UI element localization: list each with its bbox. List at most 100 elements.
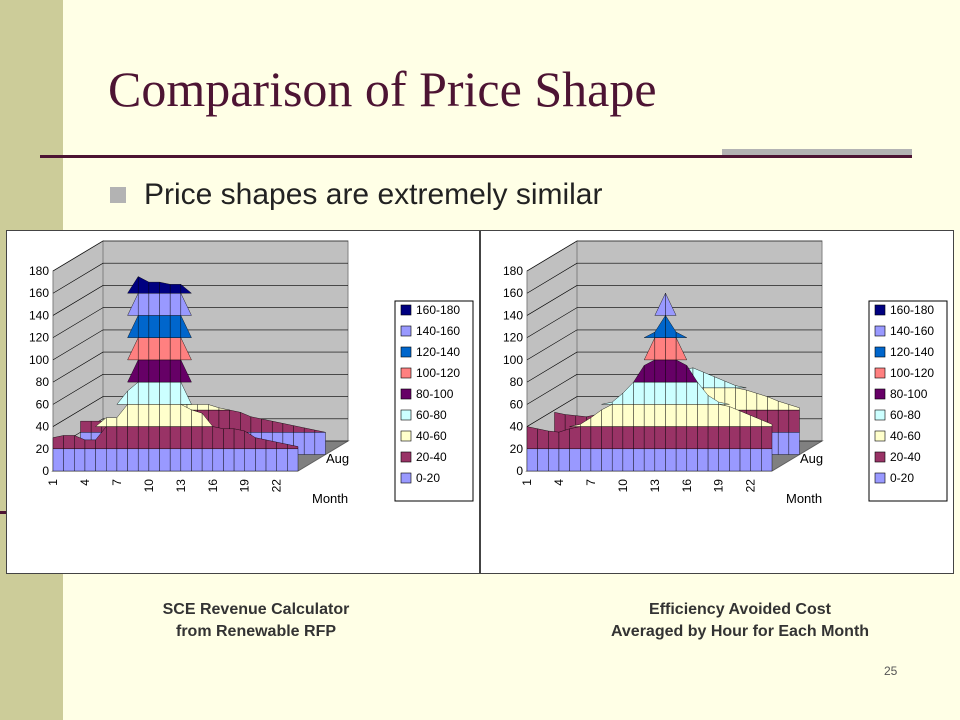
gridline bbox=[526, 329, 822, 361]
y-tick-label: 40 bbox=[510, 420, 524, 434]
legend-swatch bbox=[874, 346, 886, 358]
surface-cell bbox=[675, 331, 687, 338]
y-tick-label: 20 bbox=[510, 442, 524, 456]
surface-cell bbox=[526, 426, 538, 449]
surface-cell bbox=[116, 448, 128, 472]
legend-swatch bbox=[400, 472, 412, 484]
surface-cell bbox=[665, 448, 677, 472]
legend-swatch bbox=[874, 472, 886, 484]
surface-cell bbox=[148, 381, 160, 405]
x-tick-label: 7 bbox=[110, 479, 124, 486]
surface-cell bbox=[788, 404, 800, 411]
gridline bbox=[52, 240, 348, 272]
x-tick-label: 4 bbox=[78, 479, 92, 486]
legend-label: 40-60 bbox=[416, 429, 447, 443]
surface-cell bbox=[169, 426, 182, 449]
surface-cell bbox=[180, 283, 193, 294]
surface-cell bbox=[138, 337, 150, 361]
legend-swatch bbox=[400, 346, 412, 358]
surface-cell bbox=[180, 382, 192, 405]
surface-cell bbox=[777, 409, 790, 433]
surface-cell bbox=[735, 387, 747, 411]
surface-cell bbox=[244, 448, 256, 472]
legend-swatch bbox=[400, 451, 412, 463]
surface-cell bbox=[654, 359, 666, 383]
legend-label: 100-120 bbox=[416, 366, 460, 380]
surface-cell bbox=[169, 284, 182, 294]
surface-cell bbox=[590, 448, 602, 472]
surface-cell bbox=[558, 428, 570, 449]
surface-cell bbox=[265, 448, 277, 472]
surface-cell bbox=[169, 381, 182, 405]
surface-chart-efficiency: 0 20 40 60 80 100 120 140 160 180 1 4 7 10 13 16 19 22 Aug… bbox=[503, 240, 948, 506]
surface-cell bbox=[537, 448, 549, 472]
gridline bbox=[52, 329, 348, 361]
legend-swatch bbox=[874, 367, 886, 379]
y-tick-label: 160 bbox=[503, 286, 523, 300]
surface-cell bbox=[675, 448, 687, 472]
surface-cell bbox=[697, 404, 709, 427]
surface-cell bbox=[212, 426, 224, 449]
surface-cell bbox=[84, 448, 96, 472]
surface-cell bbox=[169, 293, 182, 316]
surface-cell bbox=[612, 404, 624, 427]
legend-swatch bbox=[400, 409, 412, 421]
surface-cell bbox=[148, 281, 160, 294]
surface-cell bbox=[169, 404, 182, 427]
surface-cell bbox=[148, 293, 160, 316]
surface-cell bbox=[138, 293, 150, 316]
surface-cell bbox=[622, 448, 634, 472]
legend-swatch bbox=[874, 388, 886, 400]
surface-cell bbox=[788, 432, 800, 455]
y-tick-label: 180 bbox=[29, 264, 49, 278]
surface-cell bbox=[201, 426, 213, 449]
surface-cell bbox=[622, 404, 634, 427]
surface-cell bbox=[52, 448, 64, 472]
surface-cell bbox=[169, 359, 182, 383]
surface-cell bbox=[148, 315, 160, 338]
surface-cell bbox=[148, 337, 160, 361]
surface-cell bbox=[569, 426, 581, 449]
caption-sce-line1: SCE Revenue Calculator bbox=[162, 601, 350, 618]
surface-cell bbox=[233, 448, 245, 472]
y-tick-label: 120 bbox=[503, 331, 523, 345]
surface-cell bbox=[718, 448, 730, 472]
surface-cell bbox=[633, 426, 645, 449]
surface-cell bbox=[788, 409, 800, 433]
surface-cell bbox=[654, 448, 666, 472]
y-tick-label: 140 bbox=[29, 308, 49, 322]
y-tick-label: 140 bbox=[503, 308, 523, 322]
y-tick-label: 100 bbox=[503, 353, 523, 367]
legend-swatch bbox=[400, 304, 412, 316]
surface-cell bbox=[750, 448, 762, 472]
y-tick-label: 120 bbox=[29, 331, 49, 345]
surface-cell bbox=[159, 337, 171, 361]
surface-cell bbox=[569, 448, 581, 472]
surface-cell bbox=[665, 404, 677, 427]
y-tick-label: 0 bbox=[42, 464, 49, 478]
caption-efficiency: Efficiency Avoided Cost Averaged by Hour… bbox=[560, 599, 920, 643]
surface-cell bbox=[180, 337, 192, 361]
gridline bbox=[52, 374, 348, 405]
x-tick-label: 7 bbox=[584, 479, 598, 486]
y-tick-label: 160 bbox=[29, 286, 49, 300]
x-tick-label: 16 bbox=[206, 479, 220, 493]
surface-cell bbox=[707, 404, 719, 427]
caption-efficiency-line1: Efficiency Avoided Cost bbox=[649, 601, 831, 618]
surface-cell bbox=[729, 426, 741, 449]
title-rule-accent bbox=[722, 149, 912, 158]
gridline bbox=[52, 262, 348, 294]
bullet-text: Price shapes are extremely similar bbox=[144, 178, 603, 211]
gridline bbox=[526, 351, 822, 383]
x-tick-label: 13 bbox=[174, 479, 188, 493]
surface-cell bbox=[548, 448, 560, 472]
surface-cell bbox=[159, 359, 171, 383]
x-tick-label: 1 bbox=[46, 479, 60, 486]
z-axis-label: Month bbox=[312, 491, 348, 506]
surface-cell bbox=[612, 426, 624, 449]
surface-cell bbox=[127, 404, 139, 427]
surface-cell bbox=[138, 404, 150, 427]
surface-cell bbox=[169, 337, 182, 361]
legend-swatch bbox=[874, 325, 886, 337]
surface-cell bbox=[643, 426, 656, 449]
